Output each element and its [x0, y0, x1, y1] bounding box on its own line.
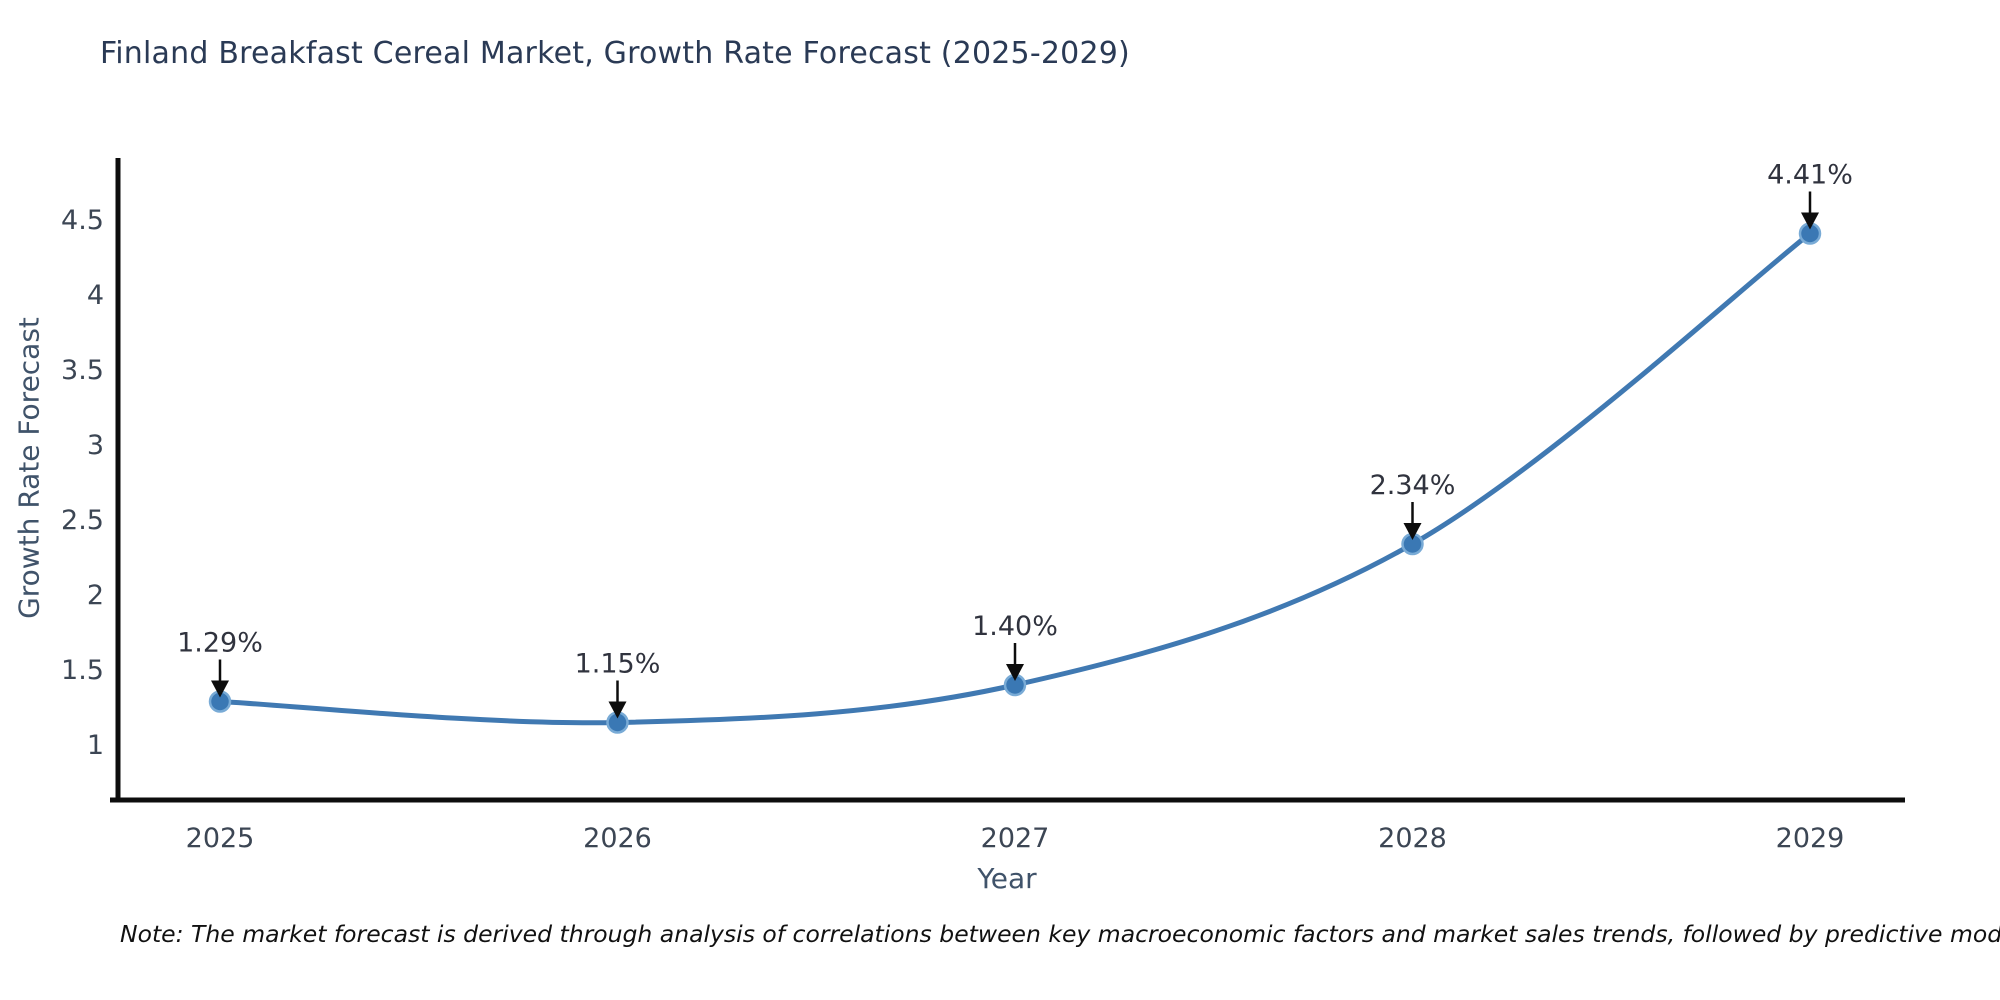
point-annotation-label: 2.34% [1370, 470, 1456, 501]
y-tick-label: 2 [87, 580, 104, 611]
annotation-arrowhead-icon [1403, 523, 1422, 540]
y-tick-label: 1.5 [61, 655, 104, 686]
point-annotation-label: 4.41% [1767, 160, 1853, 191]
annotation-arrowhead-icon [211, 680, 229, 698]
footnote: Note: The market forecast is derived thr… [120, 920, 2000, 948]
x-tick-label: 2028 [1378, 823, 1447, 854]
annotation-arrowhead-icon [1006, 664, 1024, 681]
x-tick-label: 2029 [1776, 823, 1845, 854]
point-annotation: 2.34% [1370, 470, 1456, 540]
point-annotation: 1.40% [972, 611, 1058, 681]
y-tick-label: 3 [87, 430, 104, 461]
x-tick-label: 2025 [186, 823, 255, 854]
point-annotation-label: 1.15% [575, 649, 661, 680]
annotation-arrowhead-icon [1801, 212, 1819, 230]
x-axis-title: Year [977, 862, 1037, 895]
x-tick-label: 2027 [981, 823, 1050, 854]
y-tick-label: 4.5 [61, 205, 104, 236]
point-annotation: 4.41% [1767, 160, 1853, 230]
y-tick-label: 1 [87, 730, 104, 761]
x-tick-label: 2026 [583, 823, 652, 854]
point-annotation: 1.15% [575, 649, 661, 719]
chart-title: Finland Breakfast Cereal Market, Growth … [100, 36, 1130, 71]
y-tick-label: 3.5 [61, 355, 104, 386]
point-annotation-label: 1.40% [972, 611, 1058, 642]
y-tick-label: 4 [87, 280, 104, 311]
y-tick-label: 2.5 [61, 505, 104, 536]
annotation-arrowhead-icon [608, 701, 627, 719]
y-axis-title: Growth Rate Forecast [12, 317, 46, 619]
point-annotation: 1.29% [177, 628, 263, 698]
point-annotation-label: 1.29% [177, 628, 263, 659]
